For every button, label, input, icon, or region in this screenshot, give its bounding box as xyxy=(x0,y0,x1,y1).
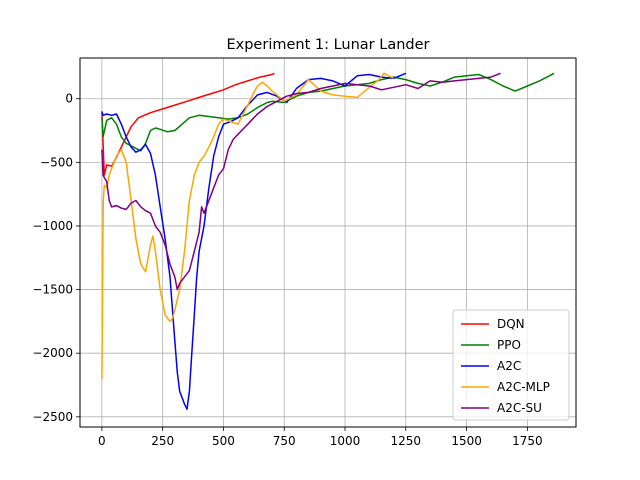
y-tick-label: −500 xyxy=(40,155,73,169)
x-tick-label: 0 xyxy=(98,434,106,448)
y-tick-label: 0 xyxy=(65,92,73,106)
legend-box xyxy=(452,309,570,421)
y-tick-label: −1000 xyxy=(32,219,73,233)
y-tick-label: −2500 xyxy=(32,410,73,424)
legend-entry: A2C xyxy=(461,359,521,373)
y-tick-label: −1500 xyxy=(32,283,73,297)
legend-label: A2C-SU xyxy=(497,401,542,415)
series-layer xyxy=(101,72,555,410)
x-tick-label: 1500 xyxy=(451,434,482,448)
x-axis: 0 250 500 750 1000 1250 1500 1750 xyxy=(98,427,543,448)
x-tick-label: 1250 xyxy=(391,434,422,448)
series-line-ppo xyxy=(101,72,555,152)
legend-entry: DQN xyxy=(461,317,525,331)
series-line-a2c xyxy=(101,72,407,410)
legend-label: PPO xyxy=(497,338,521,352)
chart-title: Experiment 1: Lunar Lander xyxy=(226,37,429,53)
x-tick-label: 250 xyxy=(151,434,174,448)
plot-frame xyxy=(79,57,577,428)
x-tick-label: 1000 xyxy=(330,434,361,448)
legend-label: DQN xyxy=(497,317,525,331)
legend-entry: A2C-SU xyxy=(461,401,542,415)
legend-label: A2C-MLP xyxy=(497,380,550,394)
legend: DQN PPO A2C A2C-MLP A2C-SU xyxy=(452,309,570,421)
x-tick-label: 1750 xyxy=(512,434,543,448)
x-tick-label: 750 xyxy=(273,434,296,448)
x-tick-label: 500 xyxy=(212,434,235,448)
legend-label: A2C xyxy=(497,359,521,373)
series-line-a2c-su xyxy=(101,72,501,291)
y-tick-label: −2000 xyxy=(32,346,73,360)
y-axis: 0 −500 −1000 −1500 −2000 −2500 xyxy=(32,92,80,424)
legend-entry: A2C-MLP xyxy=(461,380,550,394)
legend-entry: PPO xyxy=(461,338,521,352)
